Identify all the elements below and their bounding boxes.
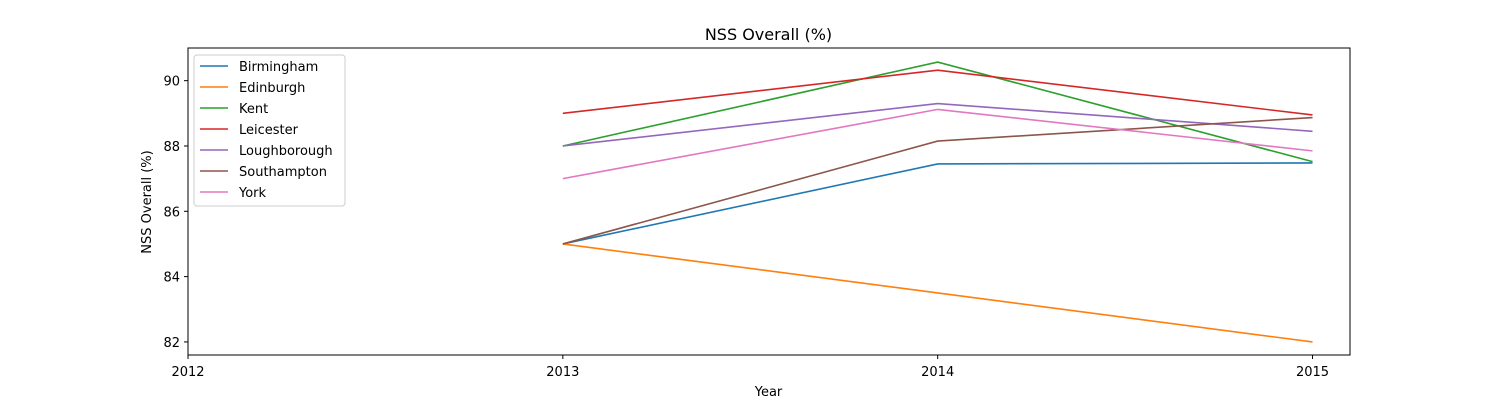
x-axis-title: Year: [754, 385, 783, 400]
y-tick-label: 82: [163, 336, 180, 351]
legend: Birmingham Edinburgh Kent Leicester Loughbor…: [193, 54, 346, 207]
y-axis-title: NSS Overall (%): [140, 150, 155, 253]
x-tick-label: 2012: [171, 365, 204, 380]
legend-label: Leicester: [239, 123, 299, 138]
chart-title: NSS Overall (%): [705, 25, 832, 44]
x-tick-label: 2014: [921, 365, 954, 380]
series-line-edinburgh: [562, 243, 1313, 343]
y-tick-label: 84: [163, 271, 180, 286]
series-line-loughborough: [562, 102, 1313, 147]
plot-area-frame: [187, 47, 1351, 356]
legend-label: Edinburgh: [239, 81, 305, 96]
series-line-kent: [562, 61, 1313, 163]
series-line-birmingham: [562, 162, 1313, 245]
series-line-southampton: [562, 116, 1313, 245]
legend-label: York: [238, 186, 267, 201]
legend-label: Southampton: [239, 165, 327, 180]
y-tick-label: 90: [163, 75, 180, 90]
legend-label: Kent: [239, 102, 268, 117]
x-tick-label: 2015: [1296, 365, 1329, 380]
y-tick-label: 86: [163, 205, 180, 220]
series-line-york: [562, 108, 1313, 180]
y-tick-label: 88: [163, 140, 180, 155]
legend-box: [193, 54, 346, 207]
x-tick-label: 2013: [546, 365, 579, 380]
plot-lines: [562, 61, 1313, 343]
legend-label: Loughborough: [239, 144, 333, 159]
axes: 2012 2013 2014 2015 82 84 86 88 90: [163, 75, 1329, 380]
legend-label: Birmingham: [239, 60, 318, 75]
series-line-leicester: [562, 69, 1313, 116]
